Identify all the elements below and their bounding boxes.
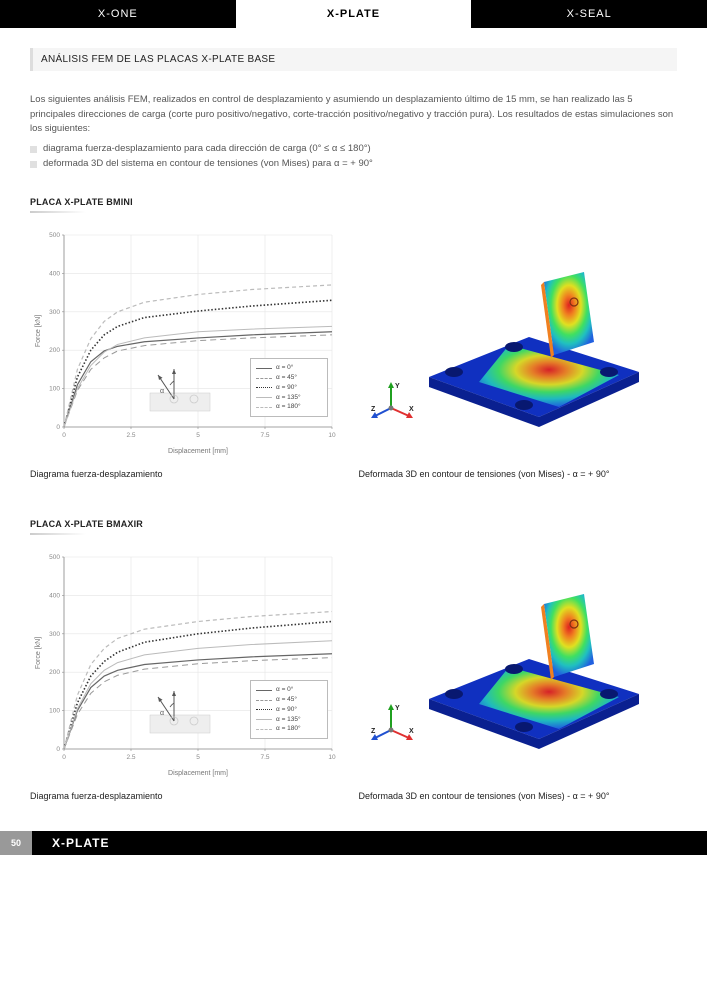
svg-text:200: 200 <box>49 347 60 354</box>
block2-row: 0 100 200 300 400 500 0 2.5 5 7.5 10 Displacement [… <box>30 549 677 801</box>
page-body: ANÁLISIS FEM DE LAS PLACAS X-PLATE BASE … <box>0 28 707 801</box>
svg-text:0: 0 <box>56 424 60 431</box>
footer-title: X-PLATE <box>52 836 109 850</box>
svg-text:300: 300 <box>49 631 60 638</box>
axes-3d-icon: Y X Z <box>369 378 417 427</box>
axes-3d-icon: Y X Z <box>369 700 417 749</box>
block1-chart: 0 100 200 300 400 500 0 2.5 5 7.5 10 Displacement [… <box>30 227 340 457</box>
page-number: 50 <box>0 831 32 855</box>
section-title: ANÁLISIS FEM DE LAS PLACAS X-PLATE BASE <box>30 48 677 71</box>
block2-caption-right: Deformada 3D en contour de tensiones (vo… <box>359 791 678 801</box>
svg-text:Displacement [mm]: Displacement [mm] <box>168 448 228 455</box>
svg-text:Force [kN]: Force [kN] <box>35 637 42 669</box>
underline <box>30 533 86 535</box>
svg-text:Force [kN]: Force [kN] <box>35 315 42 347</box>
svg-text:7.5: 7.5 <box>260 754 269 761</box>
tab-bar: X-ONE X-PLATE X-SEAL <box>0 0 707 28</box>
alpha-inset-diagram: α <box>130 361 220 417</box>
block1-title: PLACA X-PLATE BMINI <box>30 197 677 207</box>
page-footer: 50 X-PLATE <box>0 831 707 855</box>
svg-text:X: X <box>409 406 414 413</box>
svg-text:Displacement [mm]: Displacement [mm] <box>168 770 228 777</box>
svg-text:300: 300 <box>49 309 60 316</box>
tab-xone[interactable]: X-ONE <box>0 0 236 28</box>
block1-caption-right: Deformada 3D en contour de tensiones (vo… <box>359 469 678 479</box>
block1-fem-col: Y X Z Deformada 3D en contour de tension… <box>359 227 678 479</box>
bullet-1-text: diagrama fuerza-desplazamiento para cada… <box>43 143 371 154</box>
block2-caption-left: Diagrama fuerza-desplazamiento <box>30 791 349 801</box>
svg-text:10: 10 <box>328 432 336 439</box>
svg-text:400: 400 <box>49 593 60 600</box>
svg-text:200: 200 <box>49 669 60 676</box>
svg-text:5: 5 <box>196 432 200 439</box>
svg-text:Z: Z <box>371 406 376 413</box>
svg-text:100: 100 <box>49 386 60 393</box>
block1-chart-col: 0 100 200 300 400 500 0 2.5 5 7.5 10 Displacement [… <box>30 227 349 479</box>
intro-text: Los siguientes análisis FEM, realizados … <box>30 93 677 137</box>
alpha-inset-diagram: α <box>130 683 220 739</box>
svg-text:400: 400 <box>49 271 60 278</box>
svg-text:7.5: 7.5 <box>260 432 269 439</box>
svg-text:500: 500 <box>49 232 60 239</box>
svg-text:X: X <box>409 728 414 735</box>
chart-legend: α = 0°α = 45°α = 90°α = 135°α = 180° <box>250 680 328 739</box>
svg-text:0: 0 <box>62 432 66 439</box>
force-displacement-chart: 0 100 200 300 400 500 0 2.5 5 7.5 10 Displacement [… <box>30 549 340 779</box>
block2-title: PLACA X-PLATE BMAXIR <box>30 519 677 529</box>
block2-fem-render: Y X Z <box>359 549 669 779</box>
block2-fem-col: Y X Z Deformada 3D en contour de tension… <box>359 549 678 801</box>
svg-text:α: α <box>160 388 164 395</box>
svg-text:0: 0 <box>56 746 60 753</box>
force-displacement-chart: 0 100 200 300 400 500 0 2.5 5 7.5 10 Displacement [… <box>30 227 340 457</box>
svg-text:100: 100 <box>49 708 60 715</box>
svg-text:Y: Y <box>395 383 400 390</box>
tab-xseal[interactable]: X-SEAL <box>471 0 707 28</box>
bullet-icon <box>30 146 37 153</box>
block2-chart-col: 0 100 200 300 400 500 0 2.5 5 7.5 10 Displacement [… <box>30 549 349 801</box>
tab-xplate[interactable]: X-PLATE <box>236 0 472 28</box>
svg-text:α: α <box>160 710 164 717</box>
svg-text:2.5: 2.5 <box>126 432 135 439</box>
svg-text:Y: Y <box>395 705 400 712</box>
chart-legend: α = 0°α = 45°α = 90°α = 135°α = 180° <box>250 358 328 417</box>
bullet-2-text: deformada 3D del sistema en contour de t… <box>43 158 373 169</box>
block1-caption-left: Diagrama fuerza-desplazamiento <box>30 469 349 479</box>
block2-chart: 0 100 200 300 400 500 0 2.5 5 7.5 10 Displacement [… <box>30 549 340 779</box>
bullet-2: deformada 3D del sistema en contour de t… <box>30 158 677 169</box>
svg-text:10: 10 <box>328 754 336 761</box>
svg-text:500: 500 <box>49 554 60 561</box>
svg-text:Z: Z <box>371 728 376 735</box>
svg-text:0: 0 <box>62 754 66 761</box>
bullet-1: diagrama fuerza-desplazamiento para cada… <box>30 143 677 154</box>
svg-text:5: 5 <box>196 754 200 761</box>
underline <box>30 211 86 213</box>
block1-row: 0 100 200 300 400 500 0 2.5 5 7.5 10 Displacement [… <box>30 227 677 479</box>
svg-text:2.5: 2.5 <box>126 754 135 761</box>
block1-fem-render: Y X Z <box>359 227 669 457</box>
bullet-icon <box>30 161 37 168</box>
